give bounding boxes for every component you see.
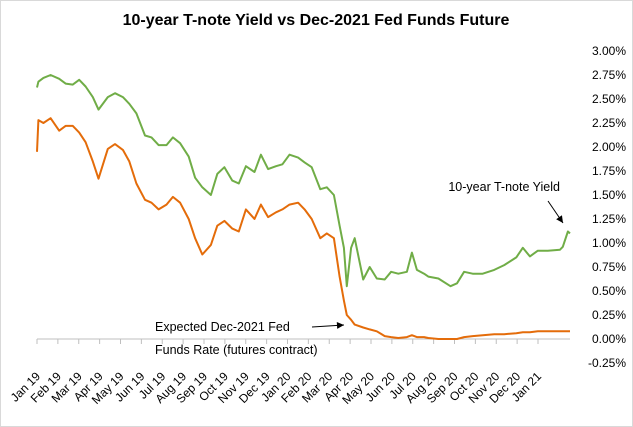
annotation-tnote-line-1: 10-year T-note Yield <box>448 180 560 194</box>
y-tick-label: 0.75% <box>592 260 626 274</box>
y-tick-label: 2.00% <box>592 140 626 154</box>
annotations: 10-year T-note Yield Expected Dec-2021 F… <box>155 180 564 357</box>
y-tick-label: 0.00% <box>592 332 626 346</box>
series-layer <box>36 74 571 340</box>
chart-title: 10-year T-note Yield vs Dec-2021 Fed Fun… <box>123 12 510 29</box>
y-tick-label: 1.50% <box>592 188 626 202</box>
annotation-tnote-arrow <box>547 200 564 224</box>
y-tick-label: 3.00% <box>592 44 626 58</box>
annotation-fedfunds-arrow-head <box>336 321 344 329</box>
fedfunds-future-line <box>36 117 570 340</box>
annotation-fedfunds-line-1: Expected Dec-2021 Fed <box>155 320 290 334</box>
y-tick-label: 2.75% <box>592 68 626 82</box>
annotation-fedfunds-arrow <box>311 321 345 329</box>
y-tick-label: 1.25% <box>592 212 626 226</box>
y-tick-label: 2.50% <box>592 92 626 106</box>
y-tick-label: 1.00% <box>592 236 626 250</box>
tnote-yield-line <box>36 74 571 288</box>
y-tick-label: 0.50% <box>592 284 626 298</box>
y-tick-label: -0.25% <box>588 356 626 370</box>
y-tick-label: 2.25% <box>592 116 626 130</box>
annotation-tnote-arrow-head <box>556 215 563 223</box>
y-tick-label: 0.25% <box>592 308 626 322</box>
y-axis: -0.25% 0.00% 0.25% 0.50% 0.75% 1.00% 1.25% 1.50… <box>588 44 626 370</box>
y-tick-label: 1.75% <box>592 164 626 178</box>
annotation-fedfunds-line-2: Funds Rate (futures contract) <box>155 343 318 357</box>
